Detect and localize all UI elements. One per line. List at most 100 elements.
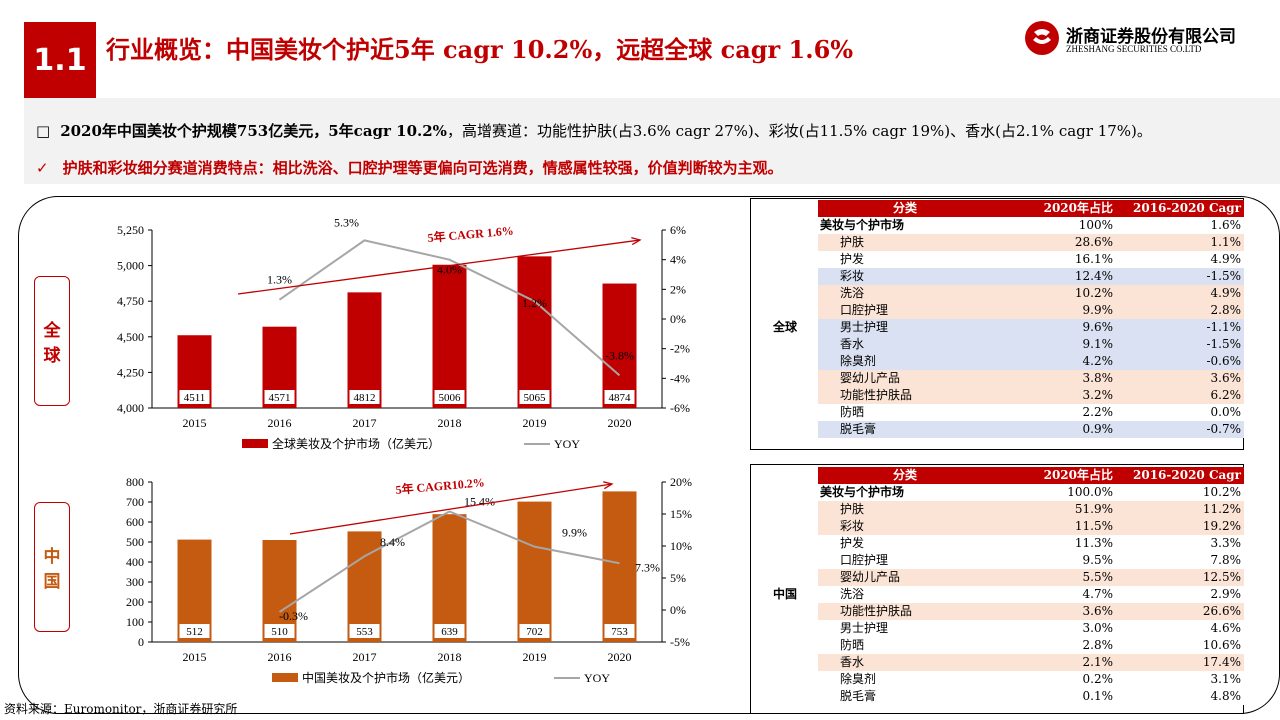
table-row: 功能性护肤品 3.6% 26.6% [752,603,1244,620]
table-row: 防晒 2.2% 0.0% [752,404,1244,421]
bar-value-label: 702 [526,626,543,638]
left-tick-label: 700 [126,495,144,509]
bar-value-label: 639 [441,626,458,638]
value-cell: 16.1% [992,251,1116,268]
right-tick-label: 6% [670,223,686,237]
yoy-value-label: 7.3% [635,560,660,574]
table-header-cell: 2016-2020 Cagr [1116,467,1244,484]
value-cell: 9.5% [992,552,1116,569]
table-header-cell: 2020年占比 [992,200,1116,217]
table-header-cell: 2016-2020 Cagr [1116,200,1244,217]
section-badge: 1.1 [24,22,96,98]
table-header-cell: 2020年占比 [992,467,1116,484]
right-tick-label: 15% [670,507,692,521]
value-cell: 26.6% [1116,603,1244,620]
category-cell: 护肤 [818,234,992,251]
left-tick-label: 800 [126,475,144,489]
table-row: 除臭剂 0.2% 3.1% [752,671,1244,688]
x-tick-label: 2020 [608,416,632,430]
bar-value-box [434,624,465,638]
category-cell: 功能性护肤品 [818,603,992,620]
value-cell: 11.2% [1116,501,1244,518]
left-tick-label: 400 [126,555,144,569]
value-cell: 2.1% [992,654,1116,671]
table-row: 脱毛膏 0.9% -0.7% [752,421,1244,438]
left-tick-label: 100 [126,615,144,629]
yoy-line [278,510,620,613]
value-cell: 4.9% [1116,285,1244,302]
category-cell: 防晒 [818,637,992,654]
logo-icon [1025,21,1059,55]
share-table: 分类 2020年占比 2016-2020 Cagr 全球 美妆与个护市场 100% 1.6%… [752,200,1244,438]
table-row: 彩妆 12.4% -1.5% [752,268,1244,285]
value-cell: -0.7% [1116,421,1244,438]
table-row: 口腔护理 9.9% 2.8% [752,302,1244,319]
value-cell: 19.2% [1116,518,1244,535]
value-cell: 4.6% [1116,620,1244,637]
value-cell: 11.5% [992,518,1116,535]
value-cell: 3.2% [992,387,1116,404]
table-row: 洗浴 4.7% 2.9% [752,586,1244,603]
table-row: 婴幼儿产品 5.5% 12.5% [752,569,1244,586]
table-row: 口腔护理 9.5% 7.8% [752,552,1244,569]
left-tick-label: 500 [126,535,144,549]
region-label: 全球 [772,320,797,334]
bullet-1-rest: ，高增赛道：功能性护肤(占3.6% cagr 27%)、彩妆(占11.5% ca… [446,122,1152,140]
value-cell: 5.5% [992,569,1116,586]
right-tick-label: -6% [670,401,690,415]
left-tick-label: 5,000 [117,259,144,273]
bar-value-label: 4571 [269,392,291,404]
table-row: 男士护理 9.6% -1.1% [752,319,1244,336]
category-cell: 婴幼儿产品 [818,569,992,586]
value-cell: 4.9% [1116,251,1244,268]
category-cell: 护发 [818,535,992,552]
table-row: 婴幼儿产品 3.8% 3.6% [752,370,1244,387]
value-cell: -1.1% [1116,319,1244,336]
cagr-trend-arrow [237,239,641,295]
category-cell: 彩妆 [818,268,992,285]
data-bar [602,283,637,408]
side-label-char: 全 [43,321,61,341]
category-cell: 功能性护肤品 [818,387,992,404]
x-tick-label: 2018 [438,650,462,664]
legend-line-label: YOY [554,437,580,451]
category-cell: 美妆与个护市场 [818,484,992,501]
bar-value-label: 4874 [609,392,632,404]
value-cell: 2.9% [1116,586,1244,603]
category-cell: 男士护理 [818,620,992,637]
company-name-en: ZHESHANG SECURITIES CO.LTD [1066,44,1202,54]
yoy-value-label: 5.3% [334,218,359,229]
bar-value-box [519,624,550,638]
left-tick-label: 600 [126,515,144,529]
value-cell: 0.9% [992,421,1116,438]
table-row: 全球 美妆与个护市场 100% 1.6% [752,217,1244,334]
right-tick-label: -5% [670,635,690,649]
value-cell: -1.5% [1116,268,1244,285]
yoy-value-label: 15.4% [464,494,495,508]
left-tick-label: 200 [126,595,144,609]
data-bar [517,256,552,408]
bullet-1-bold: 2020年中国美妆个护规模753亿美元，5年cagr 10.2% [60,122,447,140]
value-cell: 2.2% [992,404,1116,421]
bar-value-box [349,624,380,638]
check-icon: ✓ [36,159,49,177]
legend-line-label: YOY [584,671,610,685]
category-cell: 除臭剂 [818,353,992,370]
table-header-cell: 分类 [818,467,992,484]
value-cell: -1.5% [1116,336,1244,353]
summary-bullet-1: □ 2020年中国美妆个护规模753亿美元，5年cagr 10.2%，高增赛道：功… [36,120,1152,141]
side-label-global: 全 球 [34,276,70,406]
table-row: 洗浴 10.2% 4.9% [752,285,1244,302]
value-cell: 6.2% [1116,387,1244,404]
table-row: 脱毛膏 0.1% 4.8% [752,688,1244,705]
bar-value-label: 512 [186,626,203,638]
value-cell: 28.6% [992,234,1116,251]
right-tick-label: -4% [670,371,690,385]
value-cell: 3.1% [1116,671,1244,688]
company-logo [1024,20,1060,56]
right-tick-label: 0% [670,312,686,326]
table-header-cell: 分类 [818,200,992,217]
left-tick-label: 4,250 [117,365,144,379]
value-cell: 9.1% [992,336,1116,353]
yoy-value-label: -0.3% [279,609,308,623]
